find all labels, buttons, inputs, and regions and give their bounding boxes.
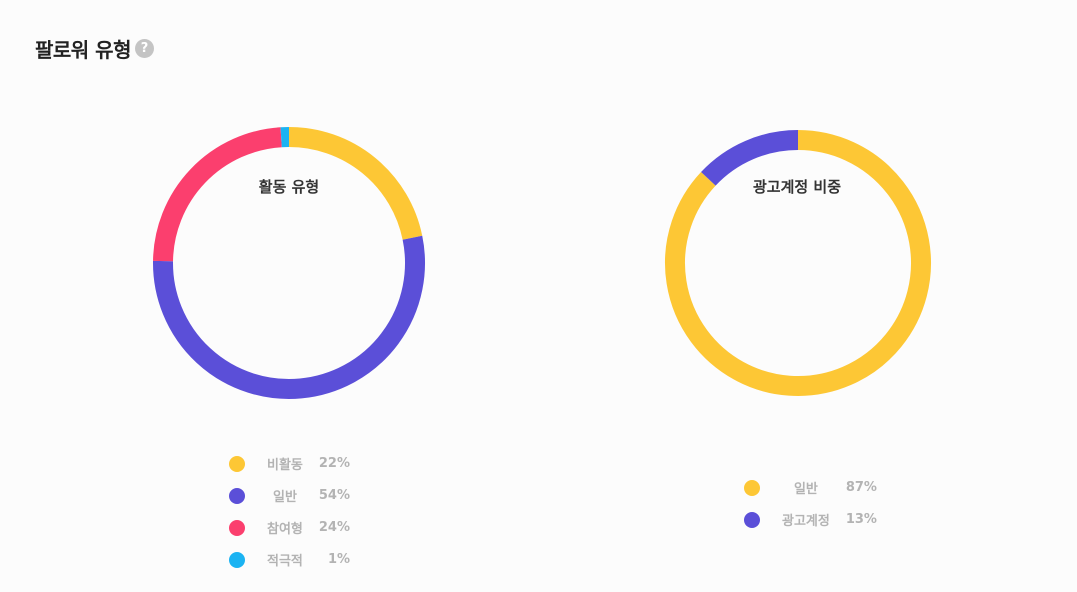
activity-legend-dot-2 xyxy=(229,487,245,504)
activity-legend-label-2: 일반 xyxy=(272,490,297,505)
question-mark-icon[interactable]: ? xyxy=(134,39,154,58)
ad-account-chart-title: 광고계정 비중 xyxy=(752,178,842,196)
activity-type-chart-title: 활동 유형 xyxy=(258,178,320,196)
activity-legend-value-4: 1% xyxy=(327,552,351,567)
ad-account-legend-value-2: 13% xyxy=(845,512,877,527)
activity-legend-dot-4 xyxy=(229,551,245,568)
ad-account-ratio-donut-chart xyxy=(665,130,931,396)
activity-type-legend: 비활동 22% 일반 54% 참여형 24% 적극적 1% xyxy=(229,454,350,569)
ad-account-legend-dot-2 xyxy=(744,511,760,528)
activity-legend-value-2: 54% xyxy=(318,488,351,503)
activity-legend-value-3: 24% xyxy=(318,520,351,535)
ad-account-legend-dot-1 xyxy=(744,479,760,496)
activity-legend-label-4: 적극적 xyxy=(267,554,303,569)
ad-account-slice-1[interactable] xyxy=(665,130,931,396)
activity-slice-2[interactable] xyxy=(153,235,425,399)
ad-account-legend-label-1: 일반 xyxy=(793,482,818,497)
section-header: 팔로워 유형 ? xyxy=(35,34,154,63)
activity-legend-dot-3 xyxy=(229,519,245,536)
activity-type-donut-chart xyxy=(153,127,425,399)
ad-account-slice-2[interactable] xyxy=(701,130,799,186)
activity-slice-3[interactable] xyxy=(153,127,282,262)
ad-account-legend-value-1: 87% xyxy=(845,480,877,495)
section-title: 팔로워 유형 xyxy=(35,38,131,62)
activity-legend-label-1: 비활동 xyxy=(267,458,303,473)
ad-account-legend: 일반 87% 광고계정 13% xyxy=(744,478,877,529)
ad-account-legend-label-2: 광고계정 xyxy=(782,514,830,529)
activity-legend-dot-1 xyxy=(229,455,245,472)
activity-legend-label-3: 참여형 xyxy=(267,522,303,537)
activity-slice-1[interactable] xyxy=(288,127,423,240)
activity-legend-value-1: 22% xyxy=(318,456,351,471)
